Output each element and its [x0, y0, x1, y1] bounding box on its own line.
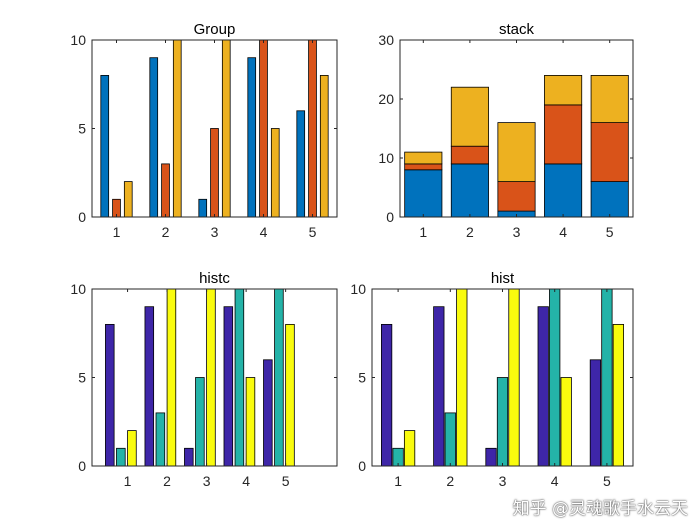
panel1-ytick-label-0: 0 [78, 209, 86, 225]
panel2-bar-cat2-s3 [450, 86, 489, 147]
panel2-bar-cat2-s1 [450, 163, 489, 218]
panel1-bar-cat5-s2 [308, 39, 317, 218]
panel3-bar-cat2-s2 [155, 412, 166, 467]
panel2-bar-cat5-s1 [590, 181, 629, 218]
panel3-bar-cat5-s3 [285, 323, 295, 467]
panel1-bar-cat1-s1 [100, 75, 110, 218]
panel4-bar-cat2-s2 [444, 412, 456, 467]
panel3-xtick-label-3: 3 [203, 473, 211, 489]
panel1-bar-cat2-s1 [149, 57, 159, 218]
panel2-xtick-label-2: 2 [466, 224, 474, 240]
panel3-bar-cat5-s1 [263, 359, 273, 467]
panel1-title: Group [194, 21, 236, 38]
panel2-bar-cat1-s1 [404, 169, 443, 218]
panel3-bar-cat3-s1 [184, 447, 194, 467]
panel2-ytick-label-30: 30 [378, 32, 394, 48]
panel3-bar-cat1-s1 [105, 323, 115, 467]
panel3-bar-cat3-s2 [195, 377, 205, 467]
panel4-xtick-label-4: 4 [551, 473, 559, 489]
panel1-xtick-label-3: 3 [211, 224, 219, 240]
panel2-ytick-label-10: 10 [378, 150, 394, 166]
panel3-xtick-label-4: 4 [242, 473, 250, 489]
panel4-xtick-label-1: 1 [394, 473, 402, 489]
panel4-bar-cat1-s1 [380, 323, 393, 467]
panel4-title: hist [491, 270, 515, 287]
panel4-bar-cat4-s1 [537, 306, 549, 467]
panel3-bar-cat3-s3 [206, 288, 216, 467]
panel1-bar-cat3-s3 [221, 39, 231, 218]
panel1-xtick-label-1: 1 [113, 224, 121, 240]
panel2-bar-cat1-s2 [404, 163, 443, 171]
panel3-ytick-label-0: 0 [78, 458, 86, 474]
panel3-title: histc [199, 270, 230, 287]
panel4-bar-cat2-s1 [433, 306, 445, 467]
watermark-text: 知乎 @灵魂歌手水云天 [512, 499, 688, 519]
panel3-bar-cat4-s1 [223, 306, 234, 467]
panel4-bar-cat2-s3 [456, 288, 468, 467]
panel2-bar-cat3-s3 [497, 122, 536, 182]
panel1-bar-cat1-s3 [123, 181, 133, 218]
panel4-bar-cat3-s3 [508, 288, 520, 467]
panel3-xtick-label-5: 5 [282, 473, 290, 489]
panel2-xtick-label-3: 3 [513, 224, 521, 240]
panel4-xtick-label-3: 3 [499, 473, 507, 489]
panel1-xtick-label-2: 2 [162, 224, 170, 240]
panel2-bar-cat2-s2 [450, 145, 489, 165]
panel1-ytick-label-5: 5 [78, 121, 86, 137]
panel3-bar-cat4-s2 [234, 288, 245, 467]
panel4-ytick-label-5: 5 [358, 370, 366, 386]
panel3-ytick-label-5: 5 [78, 370, 86, 386]
panel4-bar-cat4-s2 [549, 288, 561, 467]
panel1-bar-cat5-s1 [296, 110, 306, 218]
panel4-bar-cat3-s2 [496, 377, 509, 467]
panel3-bar-cat5-s2 [274, 288, 284, 467]
panel1-xtick-label-4: 4 [260, 224, 268, 240]
panel1-bar-cat4-s2 [259, 39, 268, 218]
panel2-bar-cat5-s2 [590, 122, 629, 182]
panel1-bar-cat2-s2 [161, 163, 170, 218]
panel4-bar-cat1-s3 [403, 430, 416, 467]
panel3-bar-cat4-s3 [245, 377, 256, 467]
panel1-bar-cat2-s3 [172, 39, 182, 218]
panel4-xtick-label-5: 5 [603, 473, 611, 489]
panel2-xtick-label-4: 4 [559, 224, 567, 240]
panel1-bar-cat3-s2 [210, 128, 219, 218]
panel1-ytick-label-10: 10 [70, 32, 86, 48]
panel4-ytick-label-10: 10 [350, 281, 366, 297]
panel3-bar-cat1-s3 [127, 430, 137, 467]
panel1-bar-cat3-s1 [198, 198, 208, 218]
panel3-ytick-label-10: 10 [70, 281, 86, 297]
panel1-bar-cat4-s3 [270, 128, 280, 218]
panel4-ytick-label-0: 0 [358, 458, 366, 474]
panel4-bar-cat5-s3 [612, 323, 625, 467]
panel2-bar-cat1-s3 [404, 151, 443, 165]
panel4-xtick-label-2: 2 [446, 473, 454, 489]
panel2-ytick-label-20: 20 [378, 91, 394, 107]
panel3-bar-cat2-s3 [166, 288, 177, 467]
panel3-bar-cat2-s1 [144, 306, 155, 467]
panel1-bar-cat5-s3 [319, 75, 329, 218]
panel4-bar-cat5-s2 [601, 288, 613, 467]
panel4-bar-cat3-s1 [485, 447, 497, 467]
panel4-bar-cat4-s3 [560, 377, 572, 467]
panel3-xtick-label-1: 1 [124, 473, 132, 489]
panel3-xtick-label-2: 2 [163, 473, 171, 489]
panel2-bar-cat4-s1 [544, 163, 583, 218]
panel2-title: stack [499, 21, 535, 38]
panel4-bar-cat5-s1 [589, 359, 602, 467]
panel2-ytick-label-0: 0 [386, 209, 394, 225]
panel2-bar-cat4-s2 [544, 104, 583, 165]
panel2-bar-cat3-s2 [497, 181, 536, 212]
panel2-xtick-label-1: 1 [419, 224, 427, 240]
panel3-bar-cat1-s2 [116, 447, 126, 467]
panel1-xtick-label-5: 5 [309, 224, 317, 240]
panel2-bar-cat4-s3 [544, 75, 583, 106]
panel2-xtick-label-5: 5 [606, 224, 614, 240]
panel2-bar-cat5-s3 [590, 75, 629, 124]
panel1-bar-cat4-s1 [247, 57, 257, 218]
